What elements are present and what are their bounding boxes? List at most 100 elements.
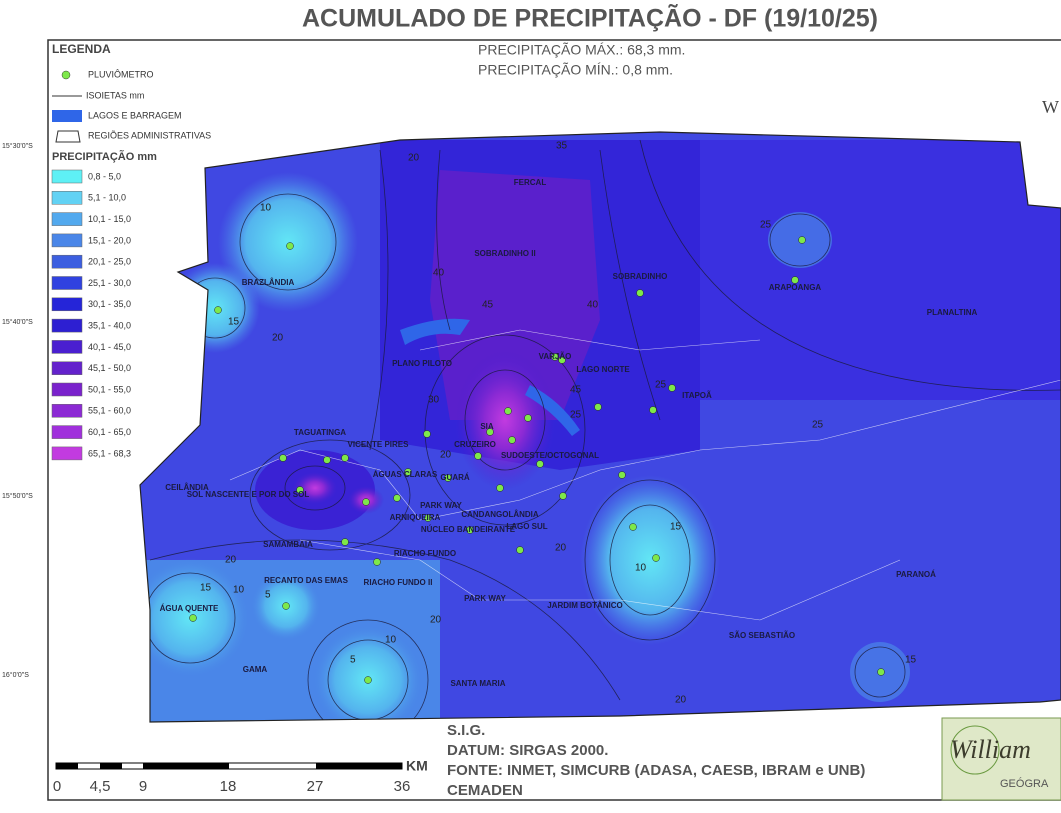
scale-label: 27	[307, 778, 324, 795]
scale-label: 36	[394, 778, 411, 795]
isoline-label: 10	[385, 635, 397, 646]
legend-item: LAGOS E BARRAGEM	[88, 110, 182, 120]
isoline-label: 45	[482, 300, 494, 311]
class-label: 30,1 - 35,0	[88, 299, 131, 309]
rain-gauge	[444, 474, 452, 482]
isoline-label: 25	[655, 380, 667, 391]
rain-gauge	[296, 486, 304, 494]
coordinates: 15°30'0"S 15°40'0"S 15°50'0"S 16°0'0"S	[2, 142, 33, 679]
class-swatch	[51, 404, 83, 418]
isoline-label: 15	[228, 317, 240, 328]
class-swatch	[51, 340, 83, 354]
region-label: PLANO PILOTO	[392, 359, 452, 368]
isoline-label: 10	[233, 585, 245, 596]
isoline-label: 5	[265, 590, 271, 601]
rain-gauge	[393, 494, 401, 502]
rain-gauge	[877, 668, 885, 676]
legend-item: ISOIETAS mm	[86, 90, 144, 100]
precipitation-surface	[140, 132, 1061, 722]
lake-symbol	[52, 110, 82, 122]
footer-line: S.I.G.	[447, 722, 485, 739]
region-label: ÁGUA QUENTE	[160, 604, 219, 613]
isoline-label: 20	[675, 695, 687, 706]
rain-gauge	[618, 471, 626, 479]
rain-gauge	[516, 546, 524, 554]
map-title: ACUMULADO DE PRECIPITAÇÃO - DF (19/10/25…	[302, 3, 878, 33]
isoline-label: 10	[635, 563, 647, 574]
class-swatch	[51, 382, 83, 397]
class-label: 15,1 - 20,0	[88, 235, 131, 245]
region-label: ARNIQUEIRA	[390, 513, 441, 522]
class-label: 20,1 - 25,0	[88, 257, 131, 267]
scale-label: 4,5	[90, 778, 111, 795]
region-label: GAMA	[243, 665, 268, 674]
region-label: RECANTO DAS EMAS	[264, 576, 349, 585]
region-label: SÃO SEBASTIÃO	[729, 631, 795, 640]
rain-gauge	[496, 484, 504, 492]
rain-gauge	[362, 498, 370, 506]
class-label: 10,1 - 15,0	[88, 214, 131, 224]
footer-line: CEMADEN	[447, 782, 523, 799]
region-label: SAMAMBAIA	[263, 540, 313, 549]
isoline-label: 20	[430, 615, 442, 626]
rain-gauge	[341, 538, 349, 546]
logo-globe	[950, 725, 1000, 775]
rain-gauge	[649, 406, 657, 414]
frame	[47, 39, 1061, 801]
rain-gauge	[466, 526, 474, 534]
legend-item: PLUVIÔMETRO	[88, 69, 154, 79]
rain-gauge	[504, 407, 512, 415]
isoline-label: 15	[670, 522, 682, 533]
region-label: BRAZLÂNDIA	[242, 278, 295, 287]
region-label: PLANALTINA	[927, 308, 978, 317]
footer-line: DATUM: SIRGAS 2000.	[447, 742, 608, 759]
region-label: PARANOÁ	[896, 570, 936, 579]
rain-gauge	[559, 492, 567, 500]
rain-gauge	[668, 384, 676, 392]
rain-gauge	[508, 436, 516, 444]
isoline-label: 20	[225, 555, 237, 566]
region-label: SOBRADINHO II	[474, 249, 535, 258]
region-label: VARJÃO	[539, 352, 572, 361]
logo-sub: GEÓGRA	[1000, 777, 1049, 790]
min-precip: PRECIPITAÇÃO MÍN.: 0,8 mm.	[478, 62, 673, 78]
legend-classes: 0,8 - 5,0 5,1 - 10,0 10,1 - 15,0 15,1 - 20,…	[51, 169, 131, 461]
region-label: ÁGUAS CLARAS	[373, 470, 438, 479]
rain-gauge	[636, 289, 644, 297]
class-label: 35,1 - 40,0	[88, 320, 131, 330]
legend-item: REGIÕES ADMINISTRATIVAS	[88, 130, 211, 140]
isoline-label: 15	[200, 583, 212, 594]
logo-box	[941, 717, 1061, 801]
footer-line: FONTE: INMET, SIMCURB (ADASA, CAESB, IBR…	[447, 762, 865, 779]
rain-gauge	[652, 554, 660, 562]
class-label: 25,1 - 30,0	[88, 278, 131, 288]
rain-gauge	[536, 460, 544, 468]
isoline-label: 35	[556, 141, 568, 152]
region-label: LAGO NORTE	[576, 365, 630, 374]
class-swatch	[51, 318, 83, 333]
rain-gauge	[404, 468, 412, 476]
class-label: 0,8 - 5,0	[88, 171, 121, 181]
rain-gauge	[558, 356, 566, 364]
isoline-label: 10	[260, 203, 272, 214]
isoline-label: 25	[760, 220, 772, 231]
class-swatch	[51, 169, 83, 184]
isoline-label: 45	[570, 385, 582, 396]
legend-title: LEGENDA	[52, 42, 111, 56]
class-swatch	[51, 254, 83, 269]
scale-segment	[143, 763, 229, 769]
class-swatch	[51, 191, 83, 205]
region-label: FERCAL	[514, 178, 547, 187]
rain-gauge	[373, 558, 381, 566]
rain-gauge	[323, 456, 331, 464]
region-symbol	[55, 130, 81, 143]
rain-gauge	[424, 514, 432, 522]
isoline-label: 20	[272, 333, 284, 344]
class-swatch	[51, 425, 83, 439]
rain-gauge	[282, 602, 290, 610]
rain-gauge	[798, 236, 806, 244]
rain-gauges	[189, 236, 885, 684]
scale-bar: 0 4,5 9 18 27 36 KM	[53, 758, 428, 795]
rain-gauge	[364, 676, 372, 684]
